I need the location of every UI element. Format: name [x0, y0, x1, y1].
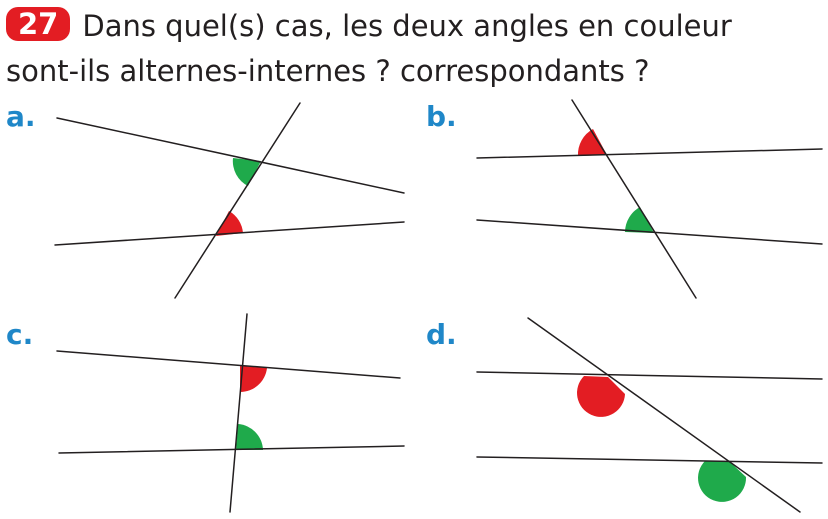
figure-d-line-lower [476, 456, 823, 464]
figure-b-red-angle [577, 129, 607, 156]
figure-c-transversal [229, 313, 248, 513]
exercise-number-badge: 27 [6, 7, 71, 41]
figure-c-line-upper [56, 350, 401, 379]
figure-c-label: c. [6, 318, 34, 351]
figure-b-transversal [571, 99, 697, 299]
figure-b-label: b. [426, 100, 457, 133]
figure-a [54, 102, 405, 299]
figure-d-transversal [527, 317, 801, 513]
figure-d-label: d. [426, 318, 457, 351]
figure-a-green-angle [232, 158, 261, 186]
figure-b [476, 99, 823, 299]
figure-b-green-angle [625, 207, 654, 233]
figure-c-red-angle [240, 366, 267, 393]
figure-d [476, 317, 823, 513]
figure-a-label: a. [6, 100, 36, 133]
figure-d-red-angle [577, 376, 625, 417]
question-line-1: Dans quel(s) cas, les deux angles en cou… [82, 9, 732, 43]
figure-c [56, 313, 405, 513]
figure-a-transversal [174, 102, 301, 299]
figure-a-red-angle [216, 211, 243, 236]
figure-c-green-angle [236, 424, 263, 450]
figure-c-line-lower [58, 445, 405, 454]
figure-d-green-angle [698, 461, 747, 502]
figure-a-line-upper [56, 117, 405, 194]
figure-b-line-lower [476, 219, 823, 245]
figure-d-line-upper [476, 371, 823, 380]
question-line-2: sont-ils alternes-internes ? corresponda… [6, 54, 650, 88]
exercise-question: 27 Dans quel(s) cas, les deux angles en c… [6, 4, 824, 94]
figure-a-line-lower [54, 221, 405, 246]
figure-b-line-upper [476, 148, 823, 159]
